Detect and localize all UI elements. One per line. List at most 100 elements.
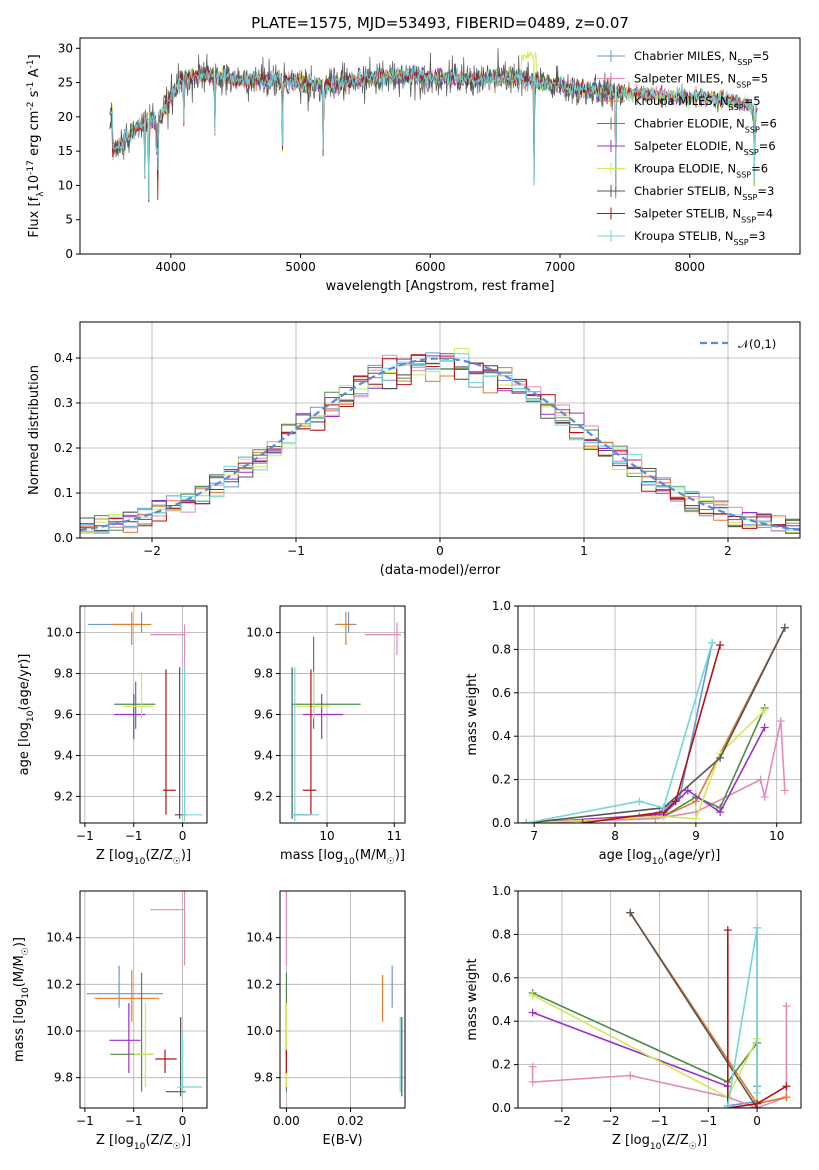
weight-line-stelib-kroupa bbox=[727, 927, 758, 1106]
x-tick-label: −1 bbox=[287, 544, 305, 558]
y-axis-label: mass weight bbox=[465, 958, 480, 1040]
y-axis-label: mass weight bbox=[465, 673, 480, 755]
x-tick-label: −1 bbox=[76, 829, 94, 843]
histogram-stelib-kroupa bbox=[80, 353, 800, 533]
y-tick-label: 9.4 bbox=[54, 748, 73, 762]
legend-label: Chabrier STELIB, NSSP=3 bbox=[634, 184, 774, 202]
plot-area bbox=[109, 48, 758, 203]
plot-area bbox=[291, 612, 401, 821]
x-tick-label: −1 bbox=[125, 1114, 143, 1128]
y-tick-label: 10 bbox=[58, 178, 73, 192]
y-tick-label: 0.1 bbox=[54, 486, 73, 500]
y-tick-label: 0.3 bbox=[54, 396, 73, 410]
y-tick-label: 9.8 bbox=[54, 667, 73, 681]
y-tick-label: 10.0 bbox=[246, 1024, 273, 1038]
y-tick-label: 9.8 bbox=[254, 667, 273, 681]
y-tick-label: 0.0 bbox=[54, 531, 73, 545]
spectrum-line-stelib-salpeter bbox=[110, 67, 758, 201]
weight-line-stelib-chabrier bbox=[526, 627, 786, 823]
axes-overlay: −2 −1 0 1 2 0.0 0.1 0.2 0.3 0.4 (data-model)/error… bbox=[27, 321, 801, 578]
x-axis-label: wavelength [Angstrom, rest frame] bbox=[326, 279, 555, 294]
legend-label: 𝒩(0,1) bbox=[738, 337, 776, 351]
plot-area bbox=[86, 891, 203, 1097]
legend-label: Salpeter STELIB, NSSP=4 bbox=[634, 207, 773, 225]
x-tick-label: −1 bbox=[651, 1114, 669, 1128]
weight-line-stelib-salpeter bbox=[727, 930, 787, 1108]
x-tick-label: 8000 bbox=[674, 260, 705, 274]
legend-label: Kroupa MILES, NSSP=5 bbox=[634, 94, 761, 112]
y-tick-label: 10.0 bbox=[46, 1024, 73, 1038]
x-tick-label: −2 bbox=[602, 1114, 620, 1128]
x-tick-label: 7 bbox=[530, 829, 538, 843]
spectrum-line-miles-kroupa bbox=[113, 66, 758, 199]
plot-area bbox=[80, 348, 800, 534]
mass-vs-extinction-axes: 0.00 0.02 9.8 10.0 10.2 10.4 E(B-V) bbox=[246, 890, 406, 1148]
weight-line-stelib-kroupa bbox=[525, 642, 713, 823]
x-tick-label: −1 bbox=[125, 829, 143, 843]
x-axis-label: Z [log10(Z/Z☉)] bbox=[96, 1133, 191, 1152]
y-tick-label: 0.8 bbox=[492, 927, 511, 941]
y-tick-label: 9.4 bbox=[254, 748, 273, 762]
y-axis-label: Flux [fλ10-17 erg cm-2 s-1 A-1] bbox=[26, 54, 46, 237]
y-tick-label: 25 bbox=[58, 76, 73, 90]
weight-line-stelib-chabrier bbox=[629, 912, 758, 1108]
y-tick-label: 5 bbox=[65, 213, 73, 227]
x-tick-label: −1 bbox=[699, 1114, 717, 1128]
residual-axes: −2 −1 0 1 2 0.0 0.1 0.2 0.3 0.4 (data-model)/error… bbox=[27, 321, 801, 578]
y-axis-label: mass [log10(M/M☉)] bbox=[12, 937, 31, 1062]
y-tick-label: 9.6 bbox=[54, 708, 73, 722]
x-tick-label: −2 bbox=[143, 544, 161, 558]
weight-line-elodie-salpeter bbox=[532, 1011, 758, 1108]
age-vs-metallicity-axes: −1 −1 0 9.2 9.4 9.6 9.8 10.0 Z [log10(Z/Z☉)] age … bbox=[17, 605, 208, 867]
y-tick-label: 9.2 bbox=[54, 789, 73, 803]
y-axis-label: Normed distribution bbox=[27, 365, 42, 495]
normal-reference-curve bbox=[80, 357, 800, 532]
spectrum-line-stelib-kroupa bbox=[109, 66, 758, 201]
y-tick-label: 15 bbox=[58, 144, 73, 158]
y-tick-label: 10.2 bbox=[246, 977, 273, 991]
legend-label: Salpeter ELODIE, NSSP=6 bbox=[634, 139, 776, 157]
x-tick-label: 0.02 bbox=[337, 1114, 364, 1128]
y-tick-label: 30 bbox=[58, 41, 73, 55]
y-tick-label: 1.0 bbox=[492, 884, 511, 898]
age-vs-mass-axes: 10 11 9.2 9.4 9.6 9.8 10.0 mass [log10(M/M☉)] bbox=[246, 605, 406, 867]
axes-overlay: 0.00 0.02 9.8 10.0 10.2 10.4 E(B-V) bbox=[246, 890, 406, 1148]
weight-line-elodie-chabrier bbox=[526, 707, 766, 823]
legend-label: Salpeter MILES, NSSP=5 bbox=[634, 72, 768, 90]
legend-label: Chabrier MILES, NSSP=5 bbox=[634, 49, 769, 67]
y-tick-label: 10.4 bbox=[246, 931, 273, 945]
x-tick-label: 4000 bbox=[156, 260, 187, 274]
x-tick-label: 0 bbox=[753, 1114, 761, 1128]
y-tick-label: 0 bbox=[65, 247, 73, 261]
x-axis-label: Z [log10(Z/Z☉)] bbox=[612, 1133, 707, 1152]
y-tick-label: 1.0 bbox=[492, 599, 511, 613]
x-tick-label: 0 bbox=[179, 1114, 187, 1128]
y-tick-label: 10.0 bbox=[46, 626, 73, 640]
spectrum-legend: Chabrier MILES, NSSP=5 Salpeter MILES, NS… bbox=[597, 49, 777, 247]
y-tick-label: 0.2 bbox=[492, 773, 511, 787]
axes-frame bbox=[279, 890, 406, 1109]
axes-overlay: 4000 5000 6000 7000 8000 0 5 10 15 20 25 30 waveleng… bbox=[26, 37, 801, 294]
x-tick-label: 0 bbox=[179, 829, 187, 843]
axes-overlay: −1 −1 0 9.2 9.4 9.6 9.8 10.0 Z [log10(Z/Z☉)] age … bbox=[17, 605, 208, 867]
weight-line-elodie-chabrier bbox=[532, 992, 758, 1108]
weight-line-stelib-salpeter bbox=[582, 644, 721, 823]
y-tick-label: 9.8 bbox=[54, 1071, 73, 1085]
y-tick-label: 10.0 bbox=[246, 626, 273, 640]
weight-line-miles-chabrier bbox=[526, 642, 713, 823]
weight-vs-age-axes: 7 8 9 10 0.0 0.2 0.4 0.6 0.8 1.0 age [log10(age/yr… bbox=[465, 599, 802, 867]
x-tick-label: 5000 bbox=[285, 260, 316, 274]
legend-label: Chabrier ELODIE, NSSP=6 bbox=[634, 117, 777, 135]
x-tick-label: 9 bbox=[692, 829, 700, 843]
x-axis-label: (data-model)/error bbox=[380, 563, 501, 578]
x-tick-label: 11 bbox=[387, 829, 402, 843]
plot-area bbox=[285, 891, 403, 1097]
x-tick-label: 2 bbox=[724, 544, 732, 558]
mass-vs-metallicity-axes: −1 −1 0 9.8 10.0 10.2 10.4 Z [log10(Z/Z☉)] mass … bbox=[12, 890, 208, 1152]
x-tick-label: 0.00 bbox=[273, 1114, 300, 1128]
weight-line-miles-kroupa bbox=[526, 627, 786, 823]
y-tick-label: 0.4 bbox=[492, 1014, 511, 1028]
axes-overlay: 7 8 9 10 0.0 0.2 0.4 0.6 0.8 1.0 age [log10(age/yr… bbox=[465, 599, 802, 867]
figure-panels: 4000 5000 6000 7000 8000051015202530waveleng… bbox=[12, 37, 802, 1152]
